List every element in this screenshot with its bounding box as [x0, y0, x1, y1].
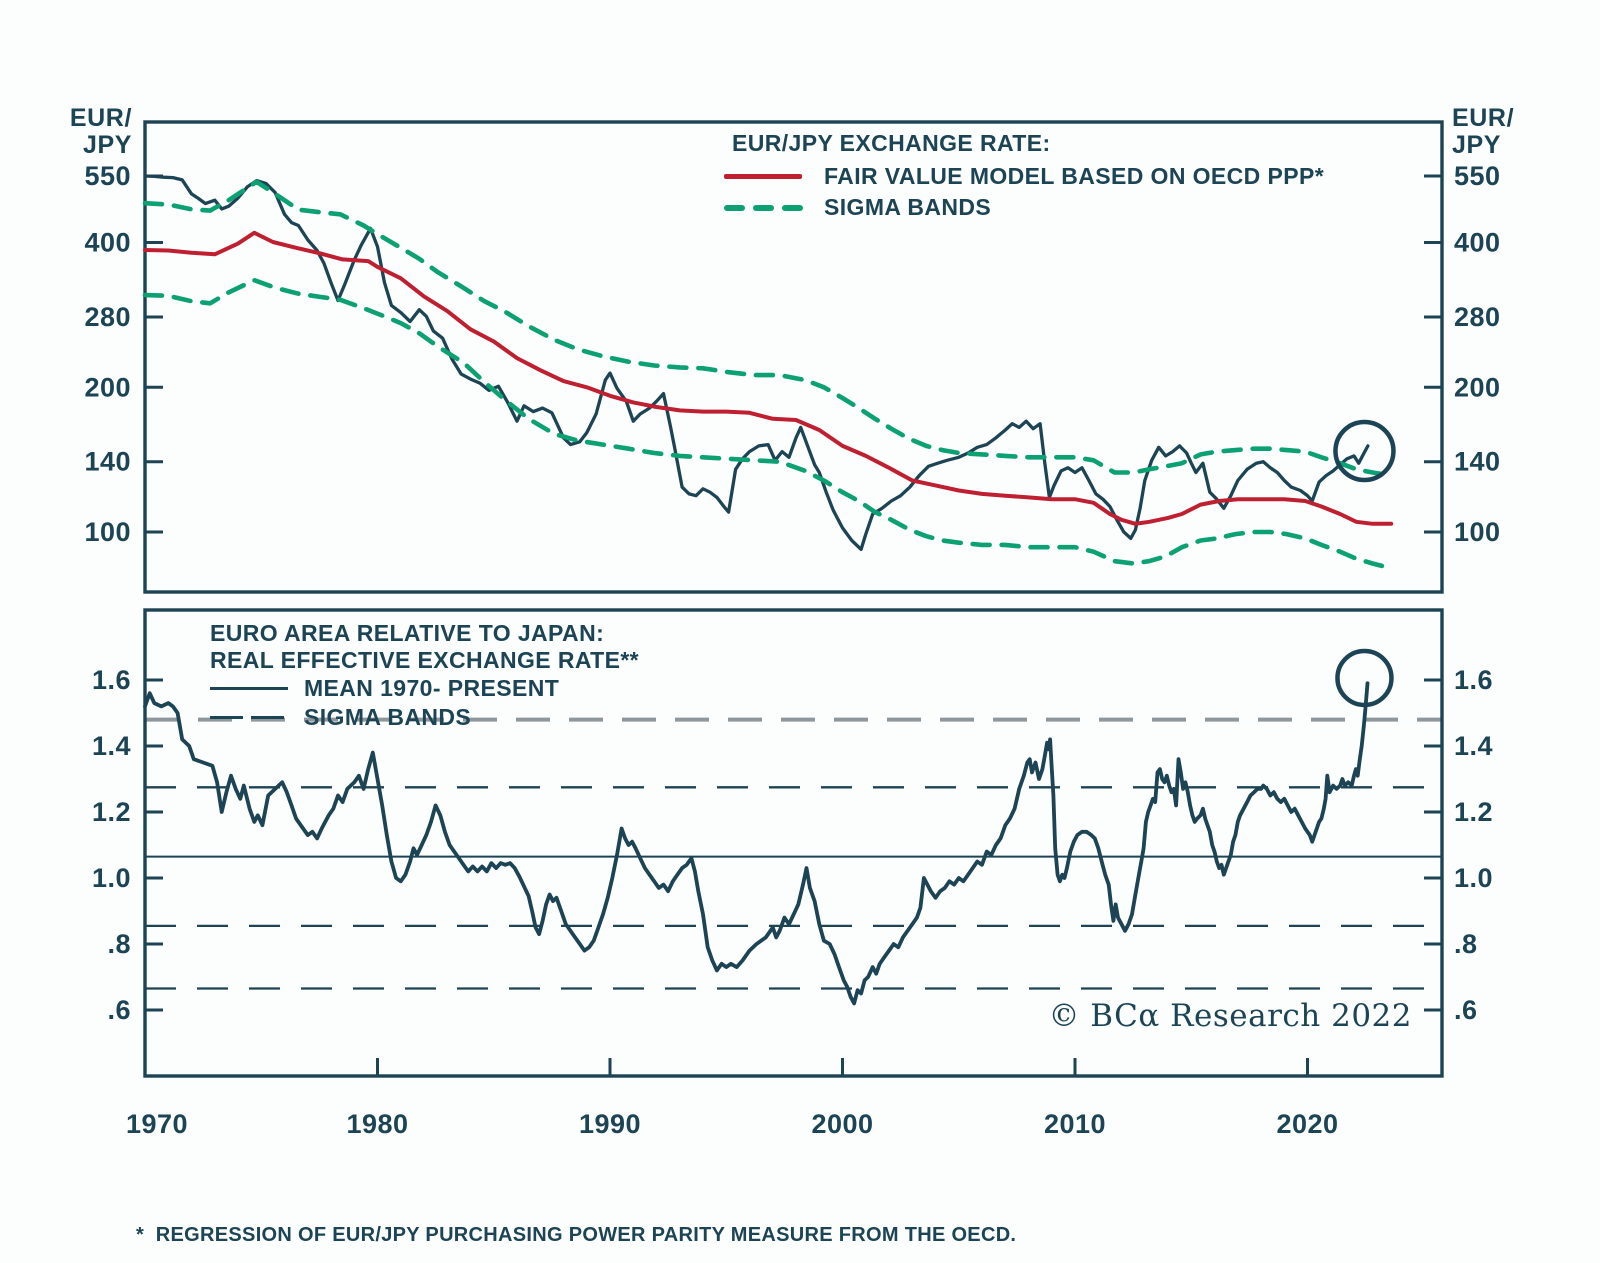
- x-axis-label-1990: 1990: [579, 1109, 641, 1139]
- navy-dashed-line-swatch: [210, 716, 288, 719]
- top-latest-point-annotation-circle: [1333, 419, 1396, 483]
- red-solid-line-swatch: [724, 174, 802, 179]
- bottom-y-axis-tick-label-left: .6: [107, 995, 131, 1025]
- bottom-y-axis-tick-label-left: 1.2: [92, 797, 131, 827]
- bottom-panel-frame: [143, 608, 1444, 1078]
- x-axis-label-1970: 1970: [126, 1109, 188, 1139]
- x-axis-label-2010: 2010: [1044, 1109, 1106, 1139]
- top-y-axis-tick-label-left: 200: [84, 372, 131, 402]
- green-dashed-line-swatch: [724, 204, 803, 211]
- top-y-axis-tick-label-right: 100: [1454, 517, 1501, 547]
- bottom-y-axis-tick-label-right: .8: [1454, 929, 1478, 959]
- top-y-axis-tick-label-right: 140: [1454, 447, 1501, 477]
- bottom-y-axis-tick-label-right: 1.2: [1454, 797, 1493, 827]
- legend-item-label: FAIR VALUE MODEL BASED ON OECD PPP*: [824, 163, 1325, 189]
- x-axis-label-2020: 2020: [1276, 1109, 1338, 1139]
- top-series-eur-jpy-exchange-rate-actual-: [143, 174, 1370, 552]
- bottom-legend-title-line2: REAL EFFECTIVE EXCHANGE RATE**: [210, 647, 640, 673]
- y-axis-unit-top-left: EUR/ JPY: [70, 105, 132, 159]
- bottom-y-axis-tick-label-left: 1.4: [92, 731, 131, 761]
- y-axis-unit-line2: JPY: [82, 131, 132, 159]
- legend-item-sigma-bands: SIGMA BANDS: [710, 192, 1324, 223]
- top-series-upper-sigma-band: [142, 179, 1385, 477]
- legend-item-mean: MEAN 1970- PRESENT: [210, 674, 639, 703]
- bottom-y-axis-tick-label-right: .6: [1454, 995, 1478, 1025]
- y-axis-unit-top-right: EUR/ JPY: [1452, 105, 1514, 159]
- x-axis-label-2000: 2000: [811, 1109, 873, 1139]
- top-y-axis-tick-label-left: 100: [84, 517, 131, 547]
- bottom-legend-title-line1: EURO AREA RELATIVE TO JAPAN:: [210, 620, 605, 646]
- legend-item-sigma-bands: SIGMA BANDS: [210, 703, 639, 732]
- bottom-y-axis-tick-label-right: 1.0: [1454, 863, 1493, 893]
- y-axis-unit-line1: EUR/: [69, 104, 132, 132]
- bottom-series-euro-area-real-effective-exchange-rate-relative-to-japan: [143, 681, 1370, 1006]
- top-y-axis-tick-label-left: 140: [84, 447, 131, 477]
- top-y-axis-tick-label-left: 550: [84, 161, 131, 191]
- y-axis-unit-line2: JPY: [1452, 131, 1502, 159]
- bottom-latest-point-annotation-circle: [1335, 648, 1394, 708]
- top-panel-frame: [143, 120, 1444, 594]
- legend-item-label: MEAN 1970- PRESENT: [304, 675, 560, 701]
- legend-item-fair-value: FAIR VALUE MODEL BASED ON OECD PPP*: [710, 161, 1324, 192]
- x-axis-label-1980: 1980: [346, 1109, 408, 1139]
- navy-solid-line-swatch: [210, 687, 288, 690]
- legend-item-label: SIGMA BANDS: [824, 194, 992, 220]
- top-panel-legend: EUR/JPY EXCHANGE RATE: FAIR VALUE MODEL …: [710, 130, 1324, 223]
- y-axis-unit-line1: EUR/: [1452, 104, 1515, 132]
- top-y-axis-tick-label-right: 280: [1454, 302, 1501, 332]
- bottom-y-axis-tick-label-left: .8: [107, 929, 131, 959]
- legend-item-label: SIGMA BANDS: [304, 704, 472, 730]
- top-y-axis-tick-label-left: 400: [84, 228, 131, 258]
- bottom-panel-legend: EURO AREA RELATIVE TO JAPAN: REAL EFFECT…: [210, 620, 639, 732]
- top-y-axis-tick-label-right: 400: [1454, 228, 1501, 258]
- top-series-lower-sigma-band: [142, 277, 1385, 569]
- bottom-y-axis-tick-label-left: 1.0: [92, 863, 131, 893]
- top-y-axis-tick-label-left: 280: [84, 302, 131, 332]
- top-y-axis-tick-label-right: 550: [1454, 161, 1501, 191]
- footnotes: * REGRESSION OF EUR/JPY PURCHASING POWER…: [136, 1158, 1016, 1263]
- footnote-1: * REGRESSION OF EUR/JPY PURCHASING POWER…: [136, 1224, 1017, 1246]
- bca-research-logo: © BCα Research 2022: [1048, 998, 1412, 1034]
- top-legend-title: EUR/JPY EXCHANGE RATE:: [732, 130, 1051, 156]
- bottom-y-axis-tick-label-left: 1.6: [92, 665, 131, 695]
- top-series-fair-value-model-based-on-oecd-ppp-: [143, 230, 1394, 526]
- top-y-axis-tick-label-right: 200: [1454, 372, 1501, 402]
- bottom-y-axis-tick-label-right: 1.4: [1454, 731, 1493, 761]
- bottom-y-axis-tick-label-right: 1.6: [1454, 665, 1493, 695]
